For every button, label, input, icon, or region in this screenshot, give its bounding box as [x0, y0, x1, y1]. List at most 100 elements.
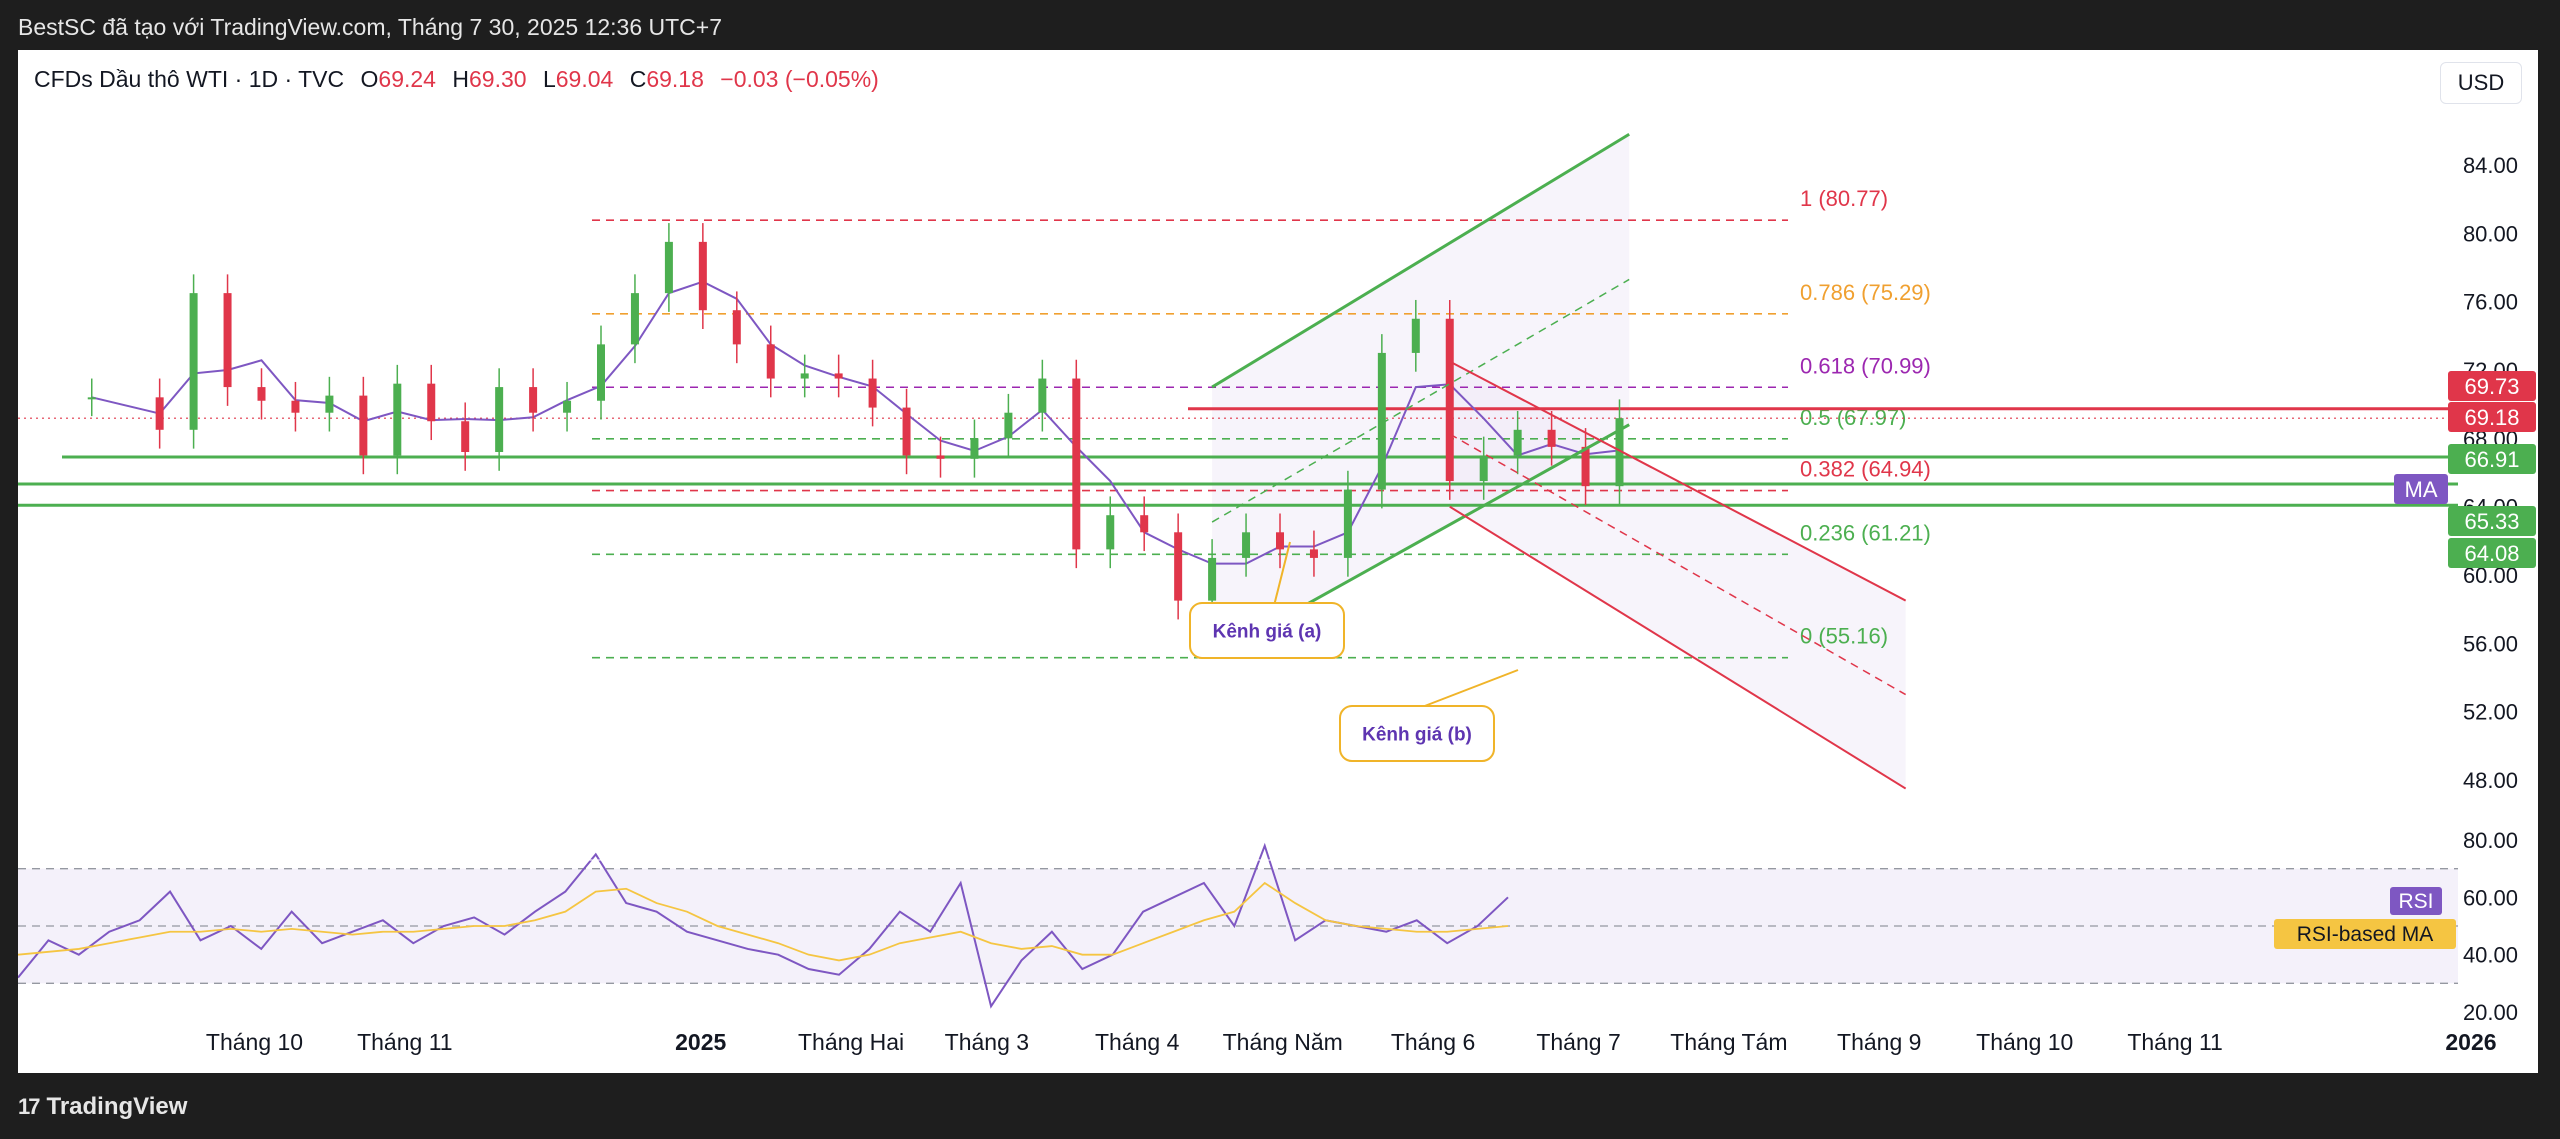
- price-label[interactable]: 69.73: [2448, 371, 2536, 401]
- candle-body: [223, 293, 232, 388]
- time-axis-label: Tháng 9: [1837, 1029, 1921, 1055]
- fib-level-label: 0.618 (70.99): [1800, 353, 1931, 378]
- rsi-series-label[interactable]: RSI: [2390, 887, 2442, 915]
- candle-body: [427, 383, 436, 422]
- channel-b-callout-text: Kênh giá (b): [1362, 725, 1472, 746]
- time-axis-label: Tháng 6: [1391, 1029, 1475, 1055]
- currency-button[interactable]: USD: [2440, 62, 2522, 104]
- price-label-box: [2448, 371, 2536, 401]
- candle-body: [257, 387, 266, 401]
- chart-canvas[interactable]: 84.0080.0076.0072.0068.0064.0060.0056.00…: [18, 50, 2538, 1073]
- high-label: H: [452, 66, 469, 92]
- candle-body: [1140, 515, 1149, 533]
- price-axis-tick: 80.00: [2463, 221, 2518, 246]
- open-value: 69.24: [378, 66, 436, 92]
- candle-body: [970, 438, 979, 459]
- price-label[interactable]: 65.33: [2448, 506, 2536, 536]
- candle-body: [1004, 412, 1013, 439]
- candle-body: [1276, 532, 1284, 550]
- candle-body: [495, 387, 504, 452]
- price-label[interactable]: 69.18: [2448, 402, 2536, 432]
- candle-body: [1513, 429, 1522, 456]
- candle-body: [1038, 378, 1047, 413]
- fib-level-label: 0.786 (75.29): [1800, 280, 1931, 305]
- price-label-text: 64.08: [2464, 541, 2519, 566]
- rsi-ma-label-box: [2274, 919, 2456, 949]
- channel-a-callout-pointer: [1273, 541, 1291, 604]
- open-label: O: [360, 66, 379, 92]
- time-axis-label: Tháng Tám: [1670, 1029, 1787, 1055]
- candle-body: [936, 455, 945, 459]
- price-axis-tick: 48.00: [2463, 768, 2518, 793]
- candle-body: [698, 241, 707, 311]
- candle-body: [1072, 378, 1081, 550]
- channel-a-upper-line[interactable]: [1211, 132, 1630, 389]
- candle-body: [1479, 455, 1488, 482]
- channel-b-callout[interactable]: Kênh giá (b): [1339, 669, 1519, 762]
- channel-a-mid-line: [1211, 278, 1630, 523]
- candle-body: [189, 293, 198, 430]
- rsi-axis-tick: 60.00: [2463, 885, 2518, 910]
- candle-body: [732, 310, 741, 345]
- time-axis-label: Tháng 11: [2127, 1029, 2222, 1055]
- channel-a-callout-box: [1189, 602, 1345, 659]
- candle-body: [1106, 515, 1115, 550]
- channel-b-mid-line: [1449, 433, 1907, 696]
- candle-body: [1242, 532, 1251, 558]
- rsi-ma-label-text: RSI-based MA: [2297, 923, 2434, 946]
- change-value: −0.03 (−0.05%): [720, 66, 879, 92]
- candle-body: [1309, 549, 1318, 558]
- rsi-line: [18, 842, 1509, 1009]
- price-label-box: [2448, 506, 2536, 536]
- price-label[interactable]: 66.91: [2448, 444, 2536, 474]
- rsi-ma-line: [18, 881, 1509, 962]
- price-label-text: 69.18: [2464, 405, 2519, 430]
- price-label-box: [2448, 538, 2536, 568]
- price-axis-tick: 84.00: [2463, 153, 2518, 178]
- time-axis-label: 2025: [675, 1029, 726, 1055]
- candle-body: [1547, 429, 1556, 447]
- time-axis-label: Tháng 10: [1976, 1029, 2073, 1055]
- channel-a-callout[interactable]: Kênh giá (a): [1189, 541, 1345, 659]
- price-label[interactable]: MA: [2394, 474, 2448, 504]
- candle-body: [597, 344, 605, 401]
- time-axis-label: 2026: [2445, 1029, 2496, 1055]
- price-axis-tick: 56.00: [2463, 631, 2518, 656]
- rsi-axis-tick: 20.00: [2463, 1000, 2518, 1025]
- channel-b-lower-line[interactable]: [1449, 505, 1907, 790]
- rsi-axis-tick: 80.00: [2463, 828, 2518, 853]
- symbol-name[interactable]: CFDs Dầu thô WTI · 1D · TVC: [34, 66, 345, 92]
- candle-body: [766, 344, 775, 379]
- fib-level-label: 0.382 (64.94): [1800, 457, 1931, 482]
- price-label[interactable]: 64.08: [2448, 538, 2536, 568]
- candle-body: [1208, 557, 1217, 601]
- candle-body: [1411, 318, 1420, 353]
- candle-body: [834, 373, 843, 379]
- channel-a-callout-text: Kênh giá (a): [1213, 622, 1322, 643]
- channel-b-fill: [1449, 361, 1906, 789]
- time-axis-label: Tháng Năm: [1223, 1029, 1343, 1055]
- tradingview-logo[interactable]: 17 TradingView: [18, 1093, 187, 1121]
- time-axis-label: Tháng 7: [1536, 1029, 1620, 1055]
- rsi-ma-series-label[interactable]: RSI-based MA: [2274, 919, 2456, 949]
- candle-body: [1615, 418, 1624, 487]
- time-axis-label: Tháng 11: [357, 1029, 452, 1055]
- tradingview-logo-icon: 17: [18, 1094, 41, 1119]
- chart-panel[interactable]: 84.0080.0076.0072.0068.0064.0060.0056.00…: [18, 50, 2538, 1073]
- price-label-text: 65.33: [2464, 509, 2519, 534]
- candle-body: [87, 397, 96, 400]
- price-label-text: 66.91: [2464, 447, 2519, 472]
- price-axis-tick: 52.00: [2463, 700, 2518, 725]
- candle-body: [1377, 352, 1386, 490]
- time-axis-label: Tháng 10: [206, 1029, 303, 1055]
- close-value: 69.18: [646, 66, 704, 92]
- rsi-label-box: [2390, 887, 2442, 915]
- attribution-text: BestSC đã tạo với TradingView.com, Tháng…: [18, 14, 723, 40]
- channel-b-upper-line[interactable]: [1449, 360, 1907, 602]
- candle-body: [1581, 446, 1590, 487]
- candle-body: [325, 395, 334, 413]
- candle-body: [800, 373, 809, 379]
- low-label: L: [542, 66, 556, 92]
- footer-bar: 17 TradingView: [0, 1073, 2560, 1139]
- high-value: 69.30: [468, 66, 527, 92]
